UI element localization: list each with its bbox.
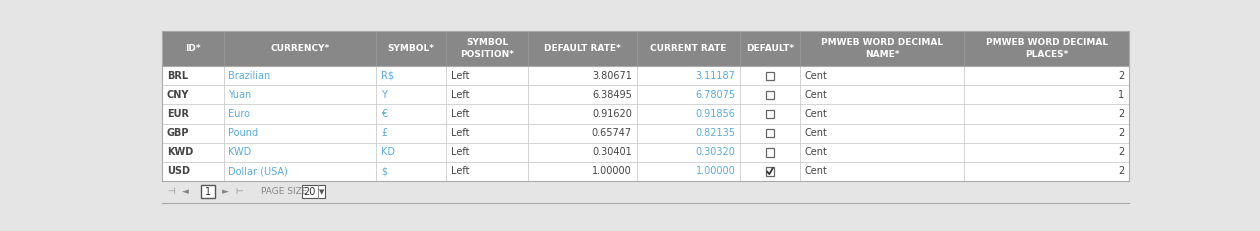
Text: Left: Left — [451, 90, 469, 100]
Text: 3.11187: 3.11187 — [696, 71, 736, 81]
Text: 0.30320: 0.30320 — [696, 147, 736, 157]
Bar — [163, 143, 1129, 162]
Text: 0.91620: 0.91620 — [592, 109, 633, 119]
Text: ▼: ▼ — [319, 189, 324, 195]
Text: Cent: Cent — [805, 109, 828, 119]
Text: BRL: BRL — [166, 71, 188, 81]
Text: Y: Y — [381, 90, 387, 100]
Bar — [163, 66, 1129, 85]
Text: 1: 1 — [1118, 90, 1124, 100]
Text: Left: Left — [451, 71, 469, 81]
Text: €: € — [381, 109, 387, 119]
Bar — [301, 185, 325, 198]
Bar — [163, 31, 1129, 66]
Text: £: £ — [381, 128, 387, 138]
Text: PMWEB WORD DECIMAL
NAME*: PMWEB WORD DECIMAL NAME* — [822, 38, 944, 59]
Text: Left: Left — [451, 166, 469, 176]
Text: 0.91856: 0.91856 — [696, 109, 736, 119]
Text: 2: 2 — [1118, 71, 1124, 81]
Text: SYMBOL*: SYMBOL* — [388, 44, 435, 53]
Text: ⊢: ⊢ — [236, 187, 243, 196]
Text: Cent: Cent — [805, 90, 828, 100]
Text: Left: Left — [451, 147, 469, 157]
Text: 1.00000: 1.00000 — [696, 166, 736, 176]
Text: 0.82135: 0.82135 — [696, 128, 736, 138]
Bar — [766, 129, 775, 137]
Text: EUR: EUR — [166, 109, 189, 119]
Text: 0.65747: 0.65747 — [592, 128, 633, 138]
Text: SYMBOL
POSITION*: SYMBOL POSITION* — [460, 38, 514, 59]
Bar — [766, 110, 775, 118]
Text: 6.38495: 6.38495 — [592, 90, 633, 100]
Text: ⊣: ⊣ — [168, 187, 175, 196]
Bar — [766, 167, 775, 176]
Text: 2: 2 — [1118, 166, 1124, 176]
Text: KWD: KWD — [166, 147, 193, 157]
Text: Yuan: Yuan — [228, 90, 252, 100]
Text: DEFAULT*: DEFAULT* — [746, 44, 794, 53]
Bar — [163, 181, 1129, 203]
Text: ID*: ID* — [185, 44, 200, 53]
Text: ►: ► — [222, 187, 228, 196]
Bar — [163, 124, 1129, 143]
Text: 1.00000: 1.00000 — [592, 166, 633, 176]
Text: Left: Left — [451, 128, 469, 138]
Bar — [163, 85, 1129, 104]
Text: 1: 1 — [205, 187, 210, 197]
Text: USD: USD — [166, 166, 190, 176]
Text: CNY: CNY — [166, 90, 189, 100]
Bar — [163, 104, 1129, 124]
Text: PAGE SIZE: PAGE SIZE — [261, 187, 307, 196]
Text: Dollar (USA): Dollar (USA) — [228, 166, 289, 176]
Text: CURRENCY*: CURRENCY* — [271, 44, 330, 53]
Text: $: $ — [381, 166, 387, 176]
Text: R$: R$ — [381, 71, 394, 81]
Text: Cent: Cent — [805, 147, 828, 157]
Text: KWD: KWD — [228, 147, 252, 157]
Text: CURRENT RATE: CURRENT RATE — [650, 44, 727, 53]
Text: Pound: Pound — [228, 128, 258, 138]
Bar — [766, 148, 775, 157]
Text: KD: KD — [381, 147, 396, 157]
Bar — [200, 185, 215, 198]
Bar — [163, 162, 1129, 181]
Text: GBP: GBP — [166, 128, 189, 138]
Text: ◄: ◄ — [181, 187, 189, 196]
Text: 2: 2 — [1118, 147, 1124, 157]
Text: 0.30401: 0.30401 — [592, 147, 633, 157]
Text: Left: Left — [451, 109, 469, 119]
Bar — [766, 91, 775, 99]
Text: Cent: Cent — [805, 166, 828, 176]
Bar — [766, 72, 775, 80]
Text: 2: 2 — [1118, 128, 1124, 138]
Text: 6.78075: 6.78075 — [696, 90, 736, 100]
Text: 2: 2 — [1118, 109, 1124, 119]
Text: PMWEB WORD DECIMAL
PLACES*: PMWEB WORD DECIMAL PLACES* — [985, 38, 1108, 59]
Text: Cent: Cent — [805, 128, 828, 138]
Text: 3.80671: 3.80671 — [592, 71, 633, 81]
Text: Euro: Euro — [228, 109, 251, 119]
Text: Brazilian: Brazilian — [228, 71, 271, 81]
Text: DEFAULT RATE*: DEFAULT RATE* — [544, 44, 621, 53]
Text: 20: 20 — [304, 187, 315, 197]
Text: Cent: Cent — [805, 71, 828, 81]
